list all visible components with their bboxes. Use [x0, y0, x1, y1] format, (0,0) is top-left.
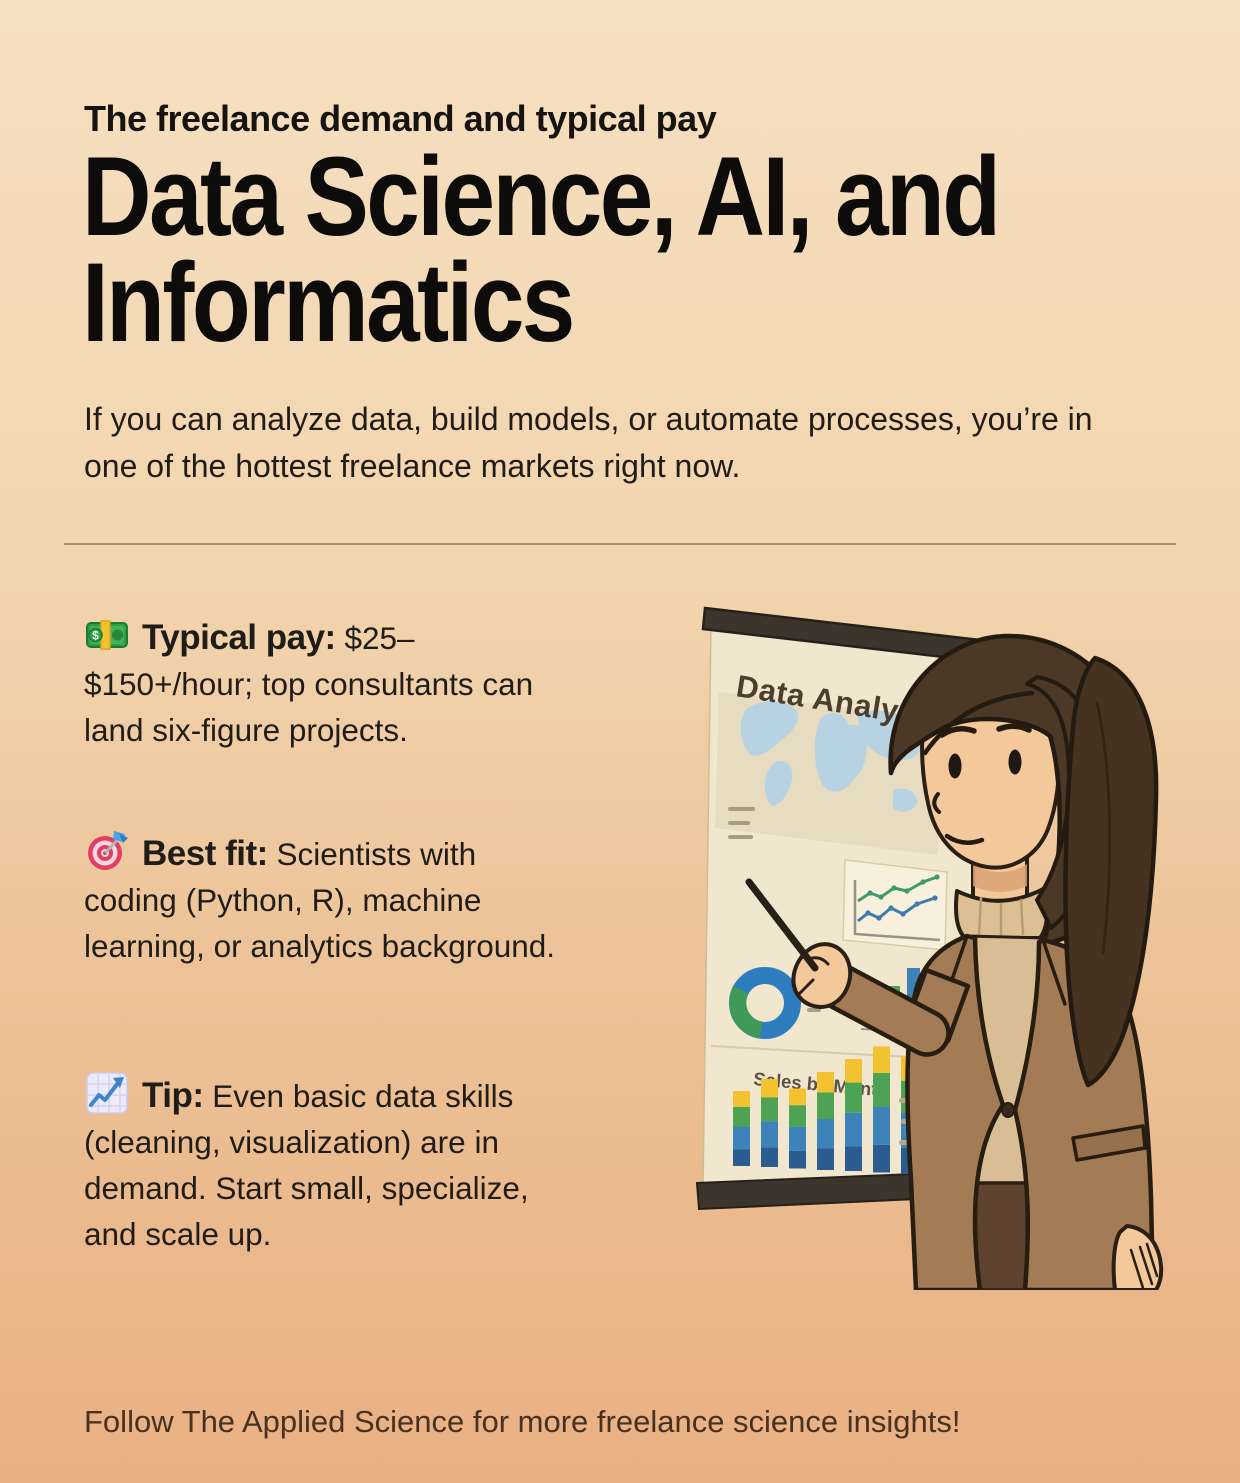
- page-title: Data Science, AI, and Informatics: [82, 134, 1001, 366]
- footer-text: Follow The Applied Science for more free…: [84, 1404, 961, 1439]
- page-title-line-1: Data Science, AI, and: [82, 134, 1001, 259]
- ponytail-strand: [1095, 701, 1112, 955]
- subtitle-text: If you can analyze data, build models, o…: [84, 401, 1093, 485]
- left-eyebrow: [939, 726, 977, 738]
- bullet-list: $ Typical pay: $25–$150+/hour; top consu…: [84, 612, 564, 1332]
- page-title-line-2: Informatics: [82, 240, 575, 366]
- divider-line: [64, 543, 1176, 545]
- left-eye: [948, 753, 962, 779]
- bullet-label: Best fit:: [142, 834, 268, 873]
- woman-illustration: [745, 633, 1164, 1290]
- bullet-best-fit: Best fit: Scientists with coding (Python…: [84, 828, 560, 969]
- pen: [745, 878, 819, 972]
- hair-bangs-line: [922, 690, 1035, 756]
- line-chart: [842, 859, 948, 951]
- neck-shadow: [973, 864, 1027, 892]
- bullet-tip: Tip: Even basic data skills (cleaning, v…: [84, 1070, 560, 1257]
- mouth: [944, 833, 985, 845]
- kicker-text: The freelance demand and typical pay: [84, 98, 717, 139]
- nose: [932, 792, 941, 814]
- illustration-svg: Sales by Month Data Analysis: [695, 606, 1164, 1290]
- bullet-label: Typical pay:: [142, 618, 336, 657]
- blazer-pocket: [1071, 1124, 1147, 1162]
- bullet-label: Tip:: [142, 1076, 204, 1115]
- chart-increasing-icon: [84, 1070, 130, 1116]
- right-eyebrow: [996, 723, 1032, 733]
- right-hand-fingers: [1129, 1242, 1159, 1290]
- blazer-button: [1001, 1102, 1015, 1118]
- right-eye: [1008, 749, 1022, 775]
- bullet-body: $25–$150+/hour; top consultants can land…: [84, 620, 534, 748]
- target-icon: [84, 828, 130, 874]
- bullet-typical-pay: $ Typical pay: $25–$150+/hour; top consu…: [84, 612, 560, 753]
- world-map: [740, 701, 924, 812]
- donut-chart: [729, 967, 801, 1039]
- stacked-bar-chart: [733, 1046, 918, 1174]
- illustration: Sales by Month Data Analysis: [695, 598, 1165, 1290]
- bullet-body: Even basic data skills (cleaning, visual…: [84, 1078, 529, 1252]
- world-map-panel: [715, 692, 943, 855]
- money-icon: $: [84, 612, 130, 658]
- hand-finger-lines: [797, 956, 830, 996]
- ponytail: [1063, 655, 1159, 1088]
- map-text-lines: [728, 807, 755, 839]
- svg-text:$: $: [92, 629, 99, 643]
- bullet-body: Scientists with coding (Python, R), mach…: [84, 836, 556, 964]
